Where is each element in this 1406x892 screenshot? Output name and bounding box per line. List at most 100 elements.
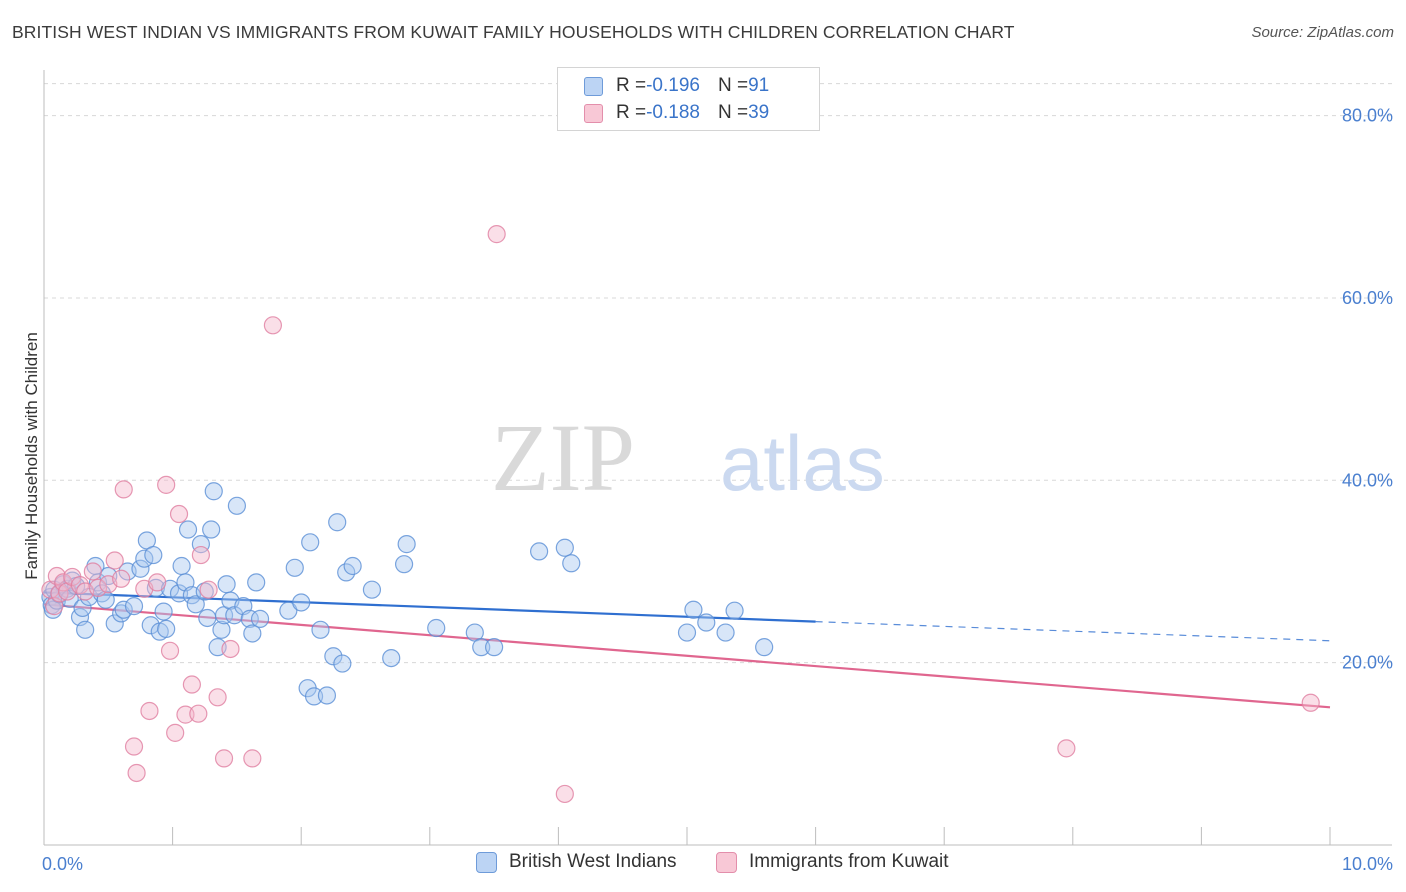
point-british-west-indians [217,575,236,594]
point-immigrants-from-kuwait [208,688,227,707]
point-british-west-indians [427,618,446,638]
point-immigrants-from-kuwait [105,551,124,570]
x-tick-label: 10.0% [1342,854,1393,874]
point-british-west-indians [141,616,160,635]
point-immigrants-from-kuwait [88,578,108,597]
point-british-west-indians [285,558,304,577]
y-tick-label: 80.0% [1342,106,1393,126]
series-swatch-blue [476,851,497,873]
point-british-west-indians [250,609,270,628]
point-british-west-indians [343,556,362,576]
point-british-west-indians [227,496,246,515]
point-british-west-indians [124,597,144,616]
legend-r-label: R = [616,102,647,123]
point-british-west-indians [472,638,491,657]
tick-labels: 20.0% 40.0% 60.0% 80.0% 0.0% 10.0% [42,106,1393,874]
series-legend-item-british-west-indians: British West Indians [476,851,677,873]
stats-legend: R = -0.196 N = 91 R = -0.188 N = 39 [557,67,820,131]
point-immigrants-from-kuwait [191,545,210,565]
point-british-west-indians [157,619,176,639]
point-british-west-indians [114,600,133,619]
legend-r-value: -0.196 [646,75,700,96]
legend-n-value: 39 [748,102,770,123]
y-tick-label: 20.0% [1342,653,1393,673]
chart-title: BRITISH WEST INDIAN VS IMMIGRANTS FROM K… [12,22,1015,42]
point-british-west-indians [362,580,382,599]
point-british-west-indians [725,601,744,620]
point-immigrants-from-kuwait [221,639,240,659]
point-british-west-indians [382,648,401,668]
point-british-west-indians [135,549,154,568]
point-immigrants-from-kuwait [112,569,131,588]
series-legend: British West Indians Immigrants from Kuw… [0,851,1406,879]
point-immigrants-from-kuwait [189,704,208,723]
point-british-west-indians [333,654,352,673]
series-legend-item-immigrants-from-kuwait: Immigrants from Kuwait [716,851,949,873]
point-immigrants-from-kuwait [214,749,234,768]
point-british-west-indians [716,623,735,642]
point-immigrants-from-kuwait [487,225,506,244]
point-british-west-indians [186,595,205,614]
point-british-west-indians [76,620,95,639]
point-british-west-indians [677,623,697,642]
point-british-west-indians [485,638,504,657]
trend-line-extension-british-west-indians [815,621,1331,642]
legend-swatch-blue [584,76,603,96]
point-immigrants-from-kuwait [157,475,176,494]
x-tick-label: 0.0% [42,854,83,874]
axes [43,70,1392,846]
point-british-west-indians [292,593,311,612]
point-immigrants-from-kuwait [176,705,195,724]
watermark-atlas: atlas [720,419,885,507]
source-credit: Source: ZipAtlas.com [1251,24,1394,41]
point-immigrants-from-kuwait [169,504,189,524]
point-immigrants-from-kuwait [148,573,167,592]
point-british-west-indians [304,687,324,706]
data-points [41,225,1320,804]
point-immigrants-from-kuwait [124,737,144,756]
point-british-west-indians [328,513,347,532]
point-immigrants-from-kuwait [166,723,185,742]
point-british-west-indians [198,608,217,628]
legend-n-label: N = [717,75,749,96]
point-british-west-indians [204,482,223,501]
point-immigrants-from-kuwait [1301,693,1320,712]
legend-n-value: 91 [748,75,770,96]
point-british-west-indians [317,686,337,705]
point-immigrants-from-kuwait [243,749,262,768]
watermark: ZIP atlas [491,404,885,511]
legend-row-blue: R = -0.196 N = 91 [584,73,769,99]
point-british-west-indians [212,620,231,639]
point-british-west-indians [154,602,173,621]
point-british-west-indians [131,559,150,578]
point-british-west-indians [243,624,262,643]
point-immigrants-from-kuwait [1057,739,1076,758]
point-british-west-indians [202,520,221,539]
point-immigrants-from-kuwait [199,580,218,599]
point-british-west-indians [684,600,703,619]
gridlines [44,83,1392,664]
point-british-west-indians [562,554,581,573]
point-immigrants-from-kuwait [263,316,283,335]
point-immigrants-from-kuwait [182,675,201,694]
point-british-west-indians [311,620,330,639]
point-british-west-indians [555,538,574,557]
point-british-west-indians [279,601,298,620]
point-immigrants-from-kuwait [555,784,574,804]
point-immigrants-from-kuwait [83,562,102,581]
legend-swatch-pink [584,103,603,123]
point-british-west-indians [397,535,416,554]
point-british-west-indians [755,638,774,657]
point-british-west-indians [530,542,549,561]
point-immigrants-from-kuwait [127,763,146,783]
point-british-west-indians [247,573,266,592]
point-british-west-indians [178,520,198,539]
watermark-zip: ZIP [491,404,635,511]
legend-r-value: -0.188 [646,102,700,123]
point-british-west-indians [172,556,191,576]
series-legend-label: British West Indians [509,851,677,872]
series-legend-label: Immigrants from Kuwait [749,851,949,872]
point-british-west-indians [697,613,716,632]
y-tick-label: 40.0% [1342,470,1393,490]
